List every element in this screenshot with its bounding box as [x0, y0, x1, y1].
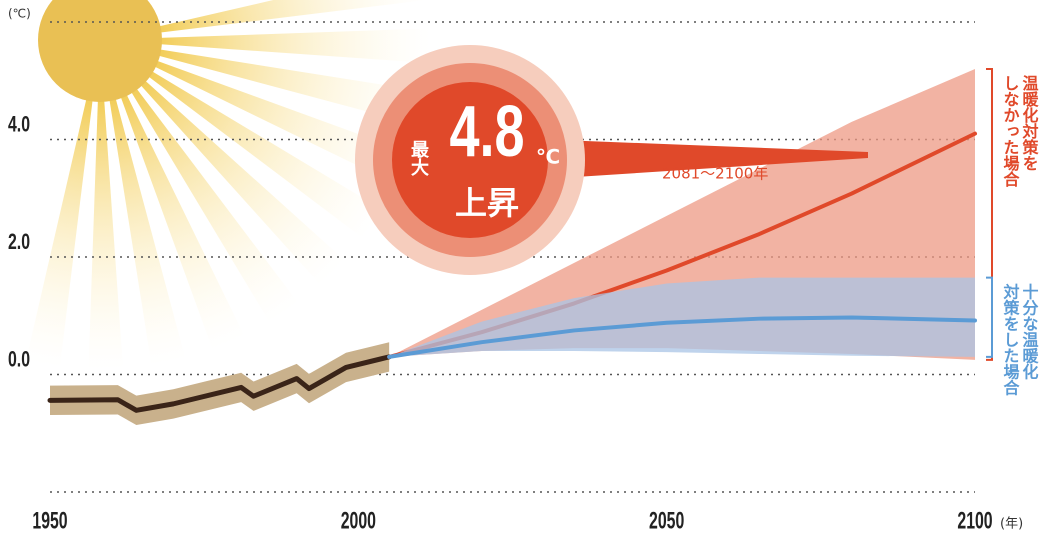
- y-unit-label: (℃): [8, 7, 31, 21]
- sun-ray: [100, 40, 426, 126]
- legend-label: 十分な温暖化: [1020, 283, 1040, 380]
- legend-label: 温暖化対策を: [1020, 75, 1040, 171]
- x-tick-label: 2100: [957, 507, 992, 534]
- x-unit-label: (年): [1000, 517, 1023, 532]
- sun-ray: [100, 28, 430, 64]
- x-tick-label: 2050: [649, 507, 684, 534]
- callout-prefix: 最大: [408, 140, 429, 177]
- sun-ray: [100, 0, 426, 40]
- sun-ray: [88, 40, 124, 370]
- sun-ray: [100, 40, 299, 323]
- sun-ray: [100, 40, 411, 185]
- line: [387, 315, 977, 359]
- y-tick-label: 0.0: [8, 348, 30, 372]
- band: [50, 342, 390, 426]
- callout-period: 2081〜2100年: [662, 165, 768, 183]
- sun-ray: [25, 40, 100, 368]
- legend-bracket: [986, 276, 993, 358]
- callout-unit: ℃: [536, 145, 560, 169]
- legend-label: しなかった場合: [1001, 75, 1020, 188]
- callout: 最大 4.8 ℃ 上昇 2081〜2100年: [355, 45, 868, 275]
- x-tick-label: 2000: [341, 507, 376, 534]
- sun: [25, 0, 430, 370]
- sun-ray: [100, 40, 186, 366]
- sun-ray: [100, 40, 346, 286]
- line: [47, 354, 392, 413]
- y-tick-label: 4.0: [8, 113, 30, 137]
- legend-label: 対策をした場合: [1001, 283, 1021, 397]
- y-tick-label: 2.0: [8, 230, 30, 254]
- callout-suffix: 上昇: [455, 184, 519, 222]
- callout-value: 4.8: [449, 92, 524, 172]
- sun-ray: [100, 40, 383, 239]
- sun-ray: [100, 40, 245, 351]
- x-tick-label: 1950: [32, 507, 67, 534]
- legend-bracket: [986, 68, 993, 361]
